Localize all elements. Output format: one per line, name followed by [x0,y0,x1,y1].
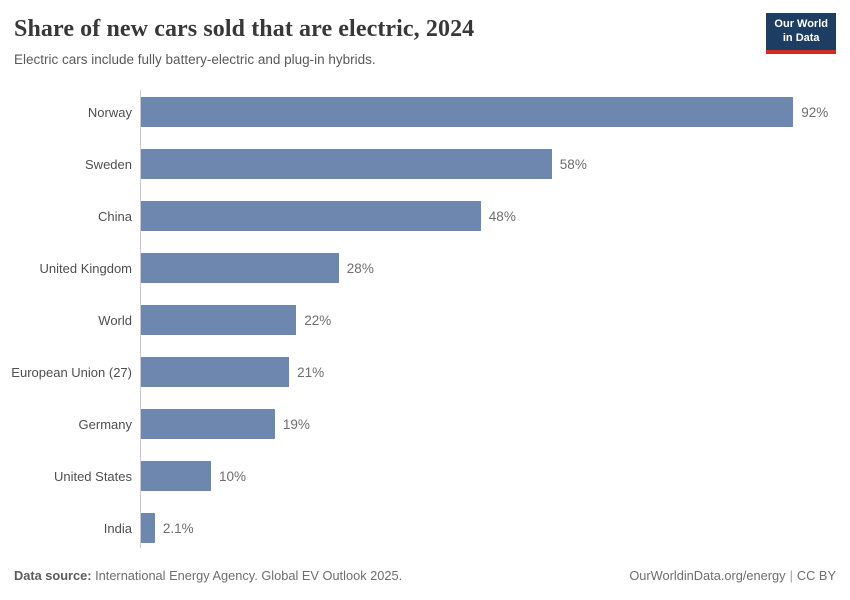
bar-row: Sweden 58% [0,138,850,190]
bar-row: United States 10% [0,450,850,502]
value-label: 22% [304,312,332,328]
value-label: 2.1% [162,520,194,536]
value-label: 92% [801,104,829,120]
category-label: China [98,208,132,224]
chart-title: Share of new cars sold that are electric… [14,16,475,42]
category-label: European Union (27) [11,364,132,380]
bar-chart: Norway 92% Sweden 58% China 48% United K… [0,86,850,554]
owid-logo[interactable]: Our World in Data [766,13,836,54]
license-link[interactable]: CC BY [796,568,836,583]
value-label: 48% [488,208,516,224]
category-label: Germany [78,416,132,432]
bar[interactable] [140,513,155,543]
datasource-text: International Energy Agency. Global EV O… [91,568,403,583]
category-label: Norway [87,104,132,120]
bar-row: United Kingdom 28% [0,242,850,294]
bar[interactable] [140,461,211,491]
bar-row: Norway 92% [0,86,850,138]
chart-subtitle: Electric cars include fully battery-elec… [14,52,376,67]
bar[interactable] [140,97,794,127]
chart-footer: Data source: International Energy Agency… [14,568,836,583]
category-label: United Kingdom [39,260,133,276]
datasource-note: Data source: International Energy Agency… [14,568,402,583]
footer-separator: | [789,568,793,583]
bar-row: India 2.1% [0,502,850,554]
category-label: United States [53,468,132,484]
value-label: 10% [219,468,247,484]
bar-row: European Union (27) 21% [0,346,850,398]
datasource-label: Data source: [14,568,92,583]
category-label: World [98,312,132,328]
chart-rows: Norway 92% Sweden 58% China 48% United K… [0,86,850,554]
value-label: 21% [297,364,325,380]
category-label: India [103,520,132,536]
bar[interactable] [140,149,552,179]
bar[interactable] [140,305,297,335]
site-link[interactable]: OurWorldinData.org/energy [629,568,786,583]
bar[interactable] [140,253,339,283]
value-label: 28% [346,260,374,276]
bar[interactable] [140,201,481,231]
owid-logo-line1: Our World [774,18,828,30]
footer-links: OurWorldinData.org/energy | CC BY [629,568,836,583]
bar[interactable] [140,357,290,387]
bar-row: Germany 19% [0,398,850,450]
y-axis-line [140,90,141,548]
value-label: 58% [559,156,587,172]
bar-row: China 48% [0,190,850,242]
category-label: Sweden [85,156,132,172]
chart-header: Share of new cars sold that are electric… [14,16,750,67]
bar[interactable] [140,409,275,439]
owid-logo-line2: in Data [782,31,820,44]
bar-row: World 22% [0,294,850,346]
value-label: 19% [282,416,310,432]
